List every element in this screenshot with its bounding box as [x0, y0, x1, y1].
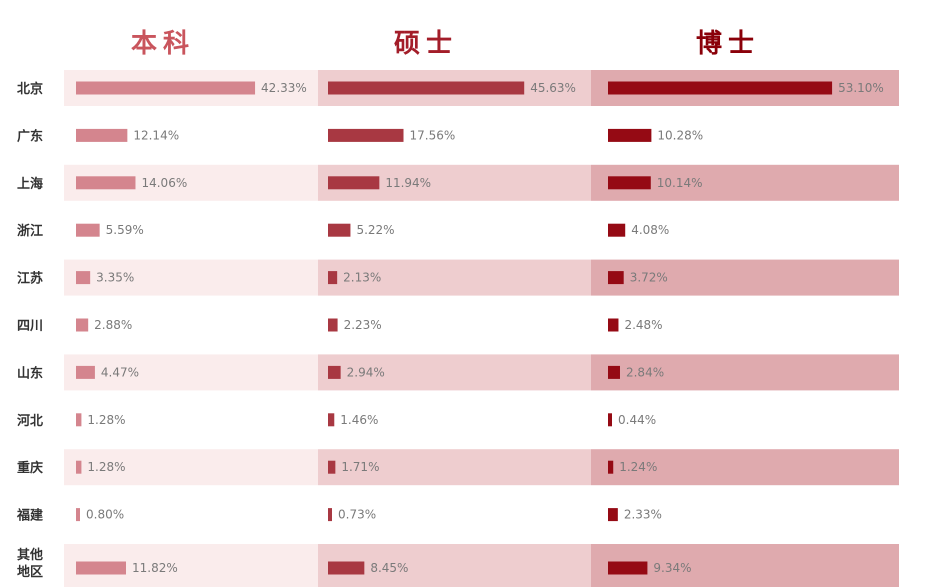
row-band-4-1: [318, 259, 591, 296]
bar: [608, 318, 619, 332]
data-label: 9.34%: [653, 561, 691, 575]
bar: [76, 128, 128, 142]
data-label: 3.72%: [630, 271, 668, 285]
data-label: 10.28%: [657, 128, 703, 142]
bar: [328, 81, 525, 95]
bar: [328, 365, 341, 379]
data-label: 10.14%: [657, 176, 703, 190]
data-label: 8.45%: [370, 561, 408, 575]
data-label: 53.10%: [838, 81, 884, 95]
bar: [328, 128, 404, 142]
bar: [608, 413, 612, 427]
bar: [76, 561, 126, 575]
bar: [608, 460, 614, 474]
row-band-4-2: [591, 259, 899, 296]
bar: [76, 508, 80, 522]
bar: [328, 508, 332, 522]
category-label: 福建: [16, 508, 43, 524]
data-label: 1.46%: [340, 413, 378, 427]
category-label: 山东: [17, 365, 43, 381]
data-label: 14.06%: [141, 176, 187, 190]
row-band-8-0: [64, 449, 318, 486]
data-label: 4.08%: [631, 223, 669, 237]
bar: [608, 508, 618, 522]
bar: [76, 460, 82, 474]
row-band-6-2: [591, 354, 899, 391]
data-label: 2.84%: [626, 365, 664, 379]
category-label: 重庆: [17, 460, 43, 476]
data-label: 2.23%: [344, 318, 382, 332]
bar: [76, 413, 82, 427]
category-label: 上海: [17, 176, 43, 192]
data-label: 0.44%: [618, 413, 656, 427]
bar: [328, 460, 336, 474]
bar: [608, 365, 620, 379]
bar: [608, 176, 651, 190]
category-label: 北京: [17, 81, 43, 97]
data-label: 45.63%: [530, 81, 576, 95]
bar: [76, 271, 91, 285]
bar: [608, 81, 833, 95]
bar: [328, 176, 380, 190]
bar: [328, 318, 338, 332]
category-label: 江苏: [17, 271, 43, 287]
data-label: 0.73%: [338, 508, 376, 522]
data-label: 12.14%: [133, 128, 179, 142]
data-label: 11.94%: [385, 176, 431, 190]
data-label: 5.59%: [106, 223, 144, 237]
panel-header-2: 博士: [696, 29, 760, 59]
data-label: 42.33%: [261, 81, 307, 95]
bar: [608, 271, 624, 285]
data-label: 3.35%: [96, 271, 134, 285]
data-label: 2.94%: [347, 365, 385, 379]
bar: [328, 561, 365, 575]
data-label: 5.22%: [356, 223, 394, 237]
data-label: 1.28%: [87, 460, 125, 474]
category-label: 四川: [17, 319, 43, 334]
data-label: 1.24%: [619, 460, 657, 474]
row-band-4-0: [64, 259, 318, 296]
category-label: 河北: [17, 413, 43, 429]
data-label: 2.48%: [624, 318, 662, 332]
data-label: 2.13%: [343, 271, 381, 285]
category-label: 广东: [17, 128, 43, 144]
bar: [328, 271, 338, 285]
panel-header-0: 本科: [131, 29, 195, 59]
bar: [76, 81, 256, 95]
bar: [608, 223, 626, 237]
data-label: 1.71%: [341, 460, 379, 474]
data-label: 1.28%: [87, 413, 125, 427]
category-label: 浙江: [17, 223, 43, 239]
bar: [76, 318, 89, 332]
data-label: 0.80%: [86, 508, 124, 522]
data-label: 2.88%: [94, 318, 132, 332]
category-label: 地区: [17, 564, 43, 580]
bar: [76, 365, 95, 379]
bar: [608, 561, 648, 575]
row-band-6-1: [318, 354, 591, 391]
data-label: 2.33%: [624, 508, 662, 522]
data-label: 4.47%: [101, 365, 139, 379]
panel-header-1: 硕士: [394, 29, 458, 59]
bar: [328, 223, 351, 237]
bar: [328, 413, 335, 427]
bar: [76, 176, 136, 190]
row-band-8-1: [318, 449, 591, 486]
data-label: 17.56%: [410, 128, 456, 142]
row-band-6-0: [64, 354, 318, 391]
category-label: 其他: [17, 547, 43, 563]
bar: [76, 223, 100, 237]
row-band-8-2: [591, 449, 899, 486]
data-label: 11.82%: [132, 561, 178, 575]
bar: [608, 128, 652, 142]
